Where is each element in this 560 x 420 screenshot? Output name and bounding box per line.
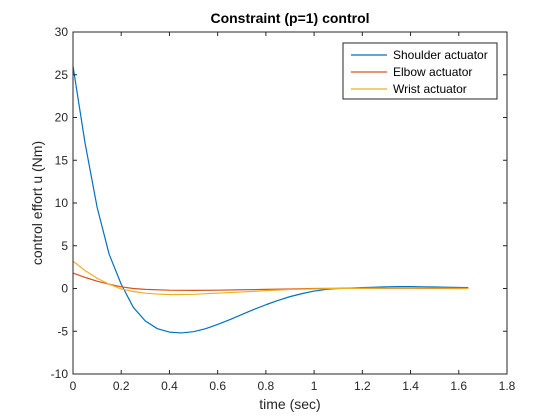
y-tick-label: -10 [51, 367, 69, 381]
y-tick-label: 25 [55, 68, 69, 82]
x-tick-label: 0 [70, 379, 77, 393]
legend-label-elbow: Elbow actuator [393, 65, 472, 79]
y-tick-label: 30 [55, 25, 69, 39]
y-axis-label: control effort u (Nm) [29, 141, 45, 265]
x-tick-label: 1.6 [450, 379, 467, 393]
legend-label-wrist: Wrist actuator [393, 82, 467, 96]
legend: Shoulder actuator Elbow actuator Wrist a… [343, 43, 497, 99]
y-tick-label: 5 [61, 239, 68, 253]
x-tick-label: 1.2 [354, 379, 371, 393]
x-tick-label: 0.8 [258, 379, 275, 393]
y-tick-label: 20 [55, 111, 69, 125]
y-tick-label: -5 [57, 324, 68, 338]
y-tick-label: 0 [61, 282, 68, 296]
x-tick-label: 1.4 [402, 379, 419, 393]
x-tick-label: 1 [311, 379, 318, 393]
x-tick-label: 0.2 [113, 379, 130, 393]
x-tick-label: 1.8 [499, 379, 516, 393]
x-tick-label: 0.6 [209, 379, 226, 393]
x-axis-label: time (sec) [259, 396, 320, 412]
legend-label-shoulder: Shoulder actuator [393, 48, 488, 62]
y-tick-label: 15 [55, 153, 69, 167]
x-tick-label: 0.4 [161, 379, 178, 393]
y-tick-label: 10 [55, 196, 69, 210]
chart-title: Constraint (p=1) control [210, 10, 369, 26]
